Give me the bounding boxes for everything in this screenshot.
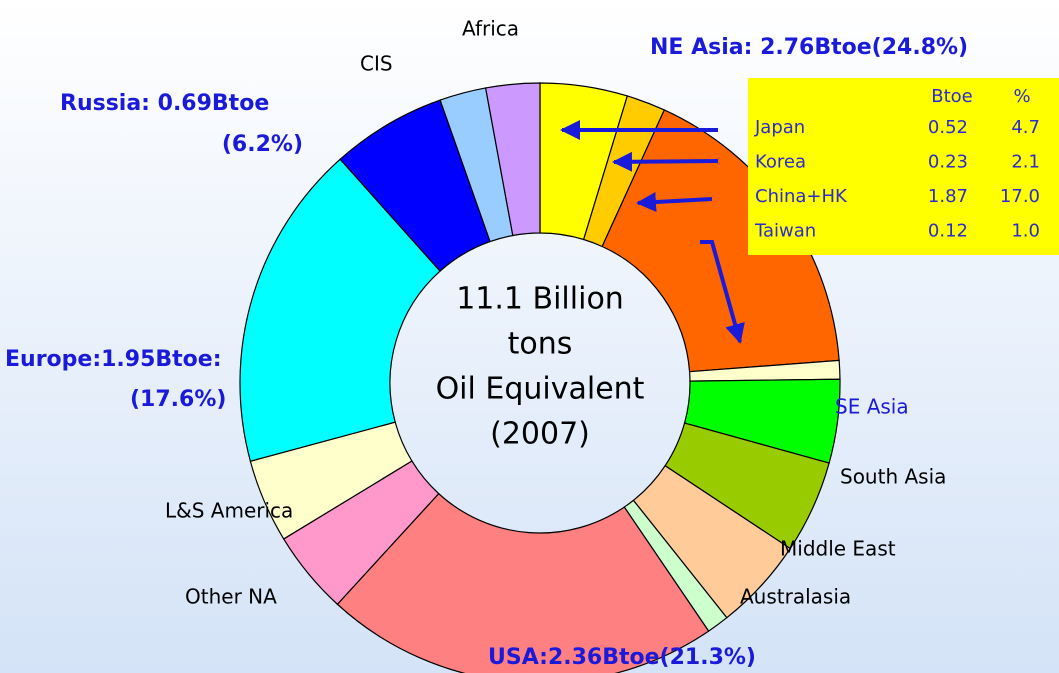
category-label: CIS (360, 52, 393, 76)
category-label: South Asia (840, 465, 946, 489)
category-label: L&S America (165, 499, 293, 523)
annotation: NE Asia: 2.76Btoe(24.8%) (650, 35, 968, 60)
table-cell: 0.52 (928, 117, 968, 138)
arrow (636, 192, 713, 213)
table-cell: 0.23 (928, 152, 968, 173)
table-cell: Taiwan (754, 221, 816, 242)
arrow (612, 151, 719, 172)
donut-slice (239, 158, 441, 462)
table-header: Btoe (931, 86, 973, 107)
table-cell: 1.0 (1011, 221, 1040, 242)
center-text: (2007) (490, 417, 590, 452)
table-cell: 17.0 (1000, 186, 1040, 207)
annotation: USA:2.36Btoe(21.3%) (488, 645, 756, 670)
category-label: Africa (462, 17, 519, 41)
center-text: 11.1 Billion (456, 282, 624, 317)
arrow (700, 240, 745, 344)
category-label: Middle East (780, 537, 896, 561)
table-cell: 2.1 (1011, 152, 1040, 173)
table-cell: Japan (754, 117, 805, 138)
donut-slice (484, 82, 541, 237)
table-cell: 1.87 (928, 186, 968, 207)
annotation: (6.2%) (222, 132, 303, 157)
annotation: (17.6%) (130, 387, 226, 412)
donut-slice (601, 109, 840, 373)
table-cell: 4.7 (1011, 117, 1040, 138)
annotation: Russia: 0.69Btoe (60, 91, 269, 116)
donut-slice (336, 492, 710, 673)
center-text: Oil Equivalent (436, 372, 645, 407)
arrows (560, 120, 745, 344)
table-header: % (1013, 86, 1030, 107)
table-box (748, 78, 1059, 255)
category-label: Australasia (740, 585, 851, 609)
table-cell: Korea (755, 152, 806, 173)
center-text: tons (508, 327, 573, 362)
table-cell: 0.12 (928, 221, 968, 242)
table-cell: China+HK (755, 186, 848, 207)
annotation: Europe:1.95Btoe: (5, 347, 222, 372)
category-label: Other NA (185, 585, 277, 609)
category-label: SE Asia (835, 395, 909, 419)
